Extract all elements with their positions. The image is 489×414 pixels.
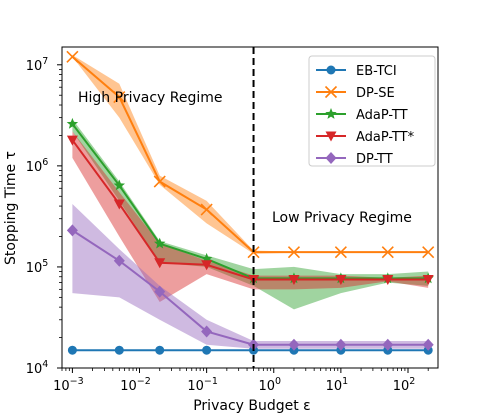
y-tick-label: 104 xyxy=(26,359,49,377)
annotation-high-privacy: High Privacy Regime xyxy=(78,90,223,106)
point-adap-tt-star xyxy=(422,275,434,286)
annotation-low-privacy: Low Privacy Regime xyxy=(272,210,412,226)
point-dp-se xyxy=(66,50,79,63)
x-tick-label: 100 xyxy=(258,376,281,394)
x-axis-label: Privacy Budget ε xyxy=(193,398,311,414)
x-tick-label: 10−1 xyxy=(187,376,218,394)
point-dp-tt xyxy=(154,285,166,298)
point-dp-tt xyxy=(335,338,347,351)
point-eb-tci xyxy=(114,345,124,355)
y-tick-label: 107 xyxy=(26,56,49,74)
point-dp-se xyxy=(381,246,394,259)
point-dp-se xyxy=(334,246,347,259)
point-dp-se xyxy=(200,203,213,216)
legend-label-eb-tci: EB-TCI xyxy=(356,64,397,79)
legend-marker-adap-tt xyxy=(325,108,337,119)
legend-box xyxy=(308,55,436,167)
y-axis-ticks: 104 105 106 107 xyxy=(26,56,62,377)
x-tick-label: 102 xyxy=(393,376,416,394)
point-dp-se xyxy=(287,246,301,259)
point-adap-tt-star xyxy=(335,275,347,286)
point-dp-se xyxy=(247,246,260,259)
y-axis-label: Stopping Time τ xyxy=(3,151,19,265)
point-adap-tt xyxy=(113,179,126,191)
point-adap-tt-star xyxy=(154,258,166,269)
point-adap-tt xyxy=(200,252,213,264)
y-tick-label: 105 xyxy=(26,258,49,276)
legend-marker-dp-se xyxy=(324,85,338,99)
point-eb-tci xyxy=(155,345,165,355)
x-tick-label: 10−3 xyxy=(53,376,84,394)
point-adap-tt xyxy=(66,117,79,129)
legend-label-dp-tt: DP-TT xyxy=(356,152,393,167)
point-dp-tt xyxy=(382,338,394,351)
band-dp-se xyxy=(72,55,429,254)
point-adap-tt-star xyxy=(66,135,78,146)
point-adap-tt xyxy=(154,237,166,249)
point-dp-tt xyxy=(113,254,125,267)
point-dp-tt xyxy=(422,338,434,351)
point-adap-tt-star xyxy=(382,275,394,286)
point-eb-tci xyxy=(202,345,212,355)
legend-marker-eb-tci xyxy=(326,65,336,75)
legend: EB-TCI DP-SE AdaP-TT AdaP-TT* DP-TT xyxy=(308,55,436,167)
point-dp-se xyxy=(113,90,126,104)
point-dp-tt xyxy=(201,325,213,338)
series-markers xyxy=(66,50,435,355)
x-tick-label: 10−2 xyxy=(120,376,151,394)
legend-marker-adap-tt-star xyxy=(325,131,337,142)
point-eb-tci xyxy=(67,345,77,355)
point-dp-se xyxy=(153,175,166,188)
point-dp-tt xyxy=(288,338,300,351)
legend-marker-dp-tt xyxy=(325,152,337,164)
legend-label-adap-tt: AdaP-TT xyxy=(356,108,408,123)
plot-frame xyxy=(61,46,439,369)
point-dp-tt xyxy=(66,224,78,237)
point-adap-tt-star xyxy=(288,275,300,286)
x-tick-label: 101 xyxy=(326,376,349,394)
point-adap-tt-star xyxy=(113,199,125,210)
x-axis-ticks: 10−3 10−2 10−1 100 101 102 xyxy=(53,368,429,394)
point-dp-se xyxy=(422,246,435,259)
legend-label-adap-tt-star: AdaP-TT* xyxy=(356,130,415,145)
point-adap-tt-star xyxy=(201,260,213,271)
band-dp-tt xyxy=(72,203,429,349)
legend-label-dp-se: DP-SE xyxy=(356,86,395,101)
y-tick-label: 106 xyxy=(26,157,49,175)
